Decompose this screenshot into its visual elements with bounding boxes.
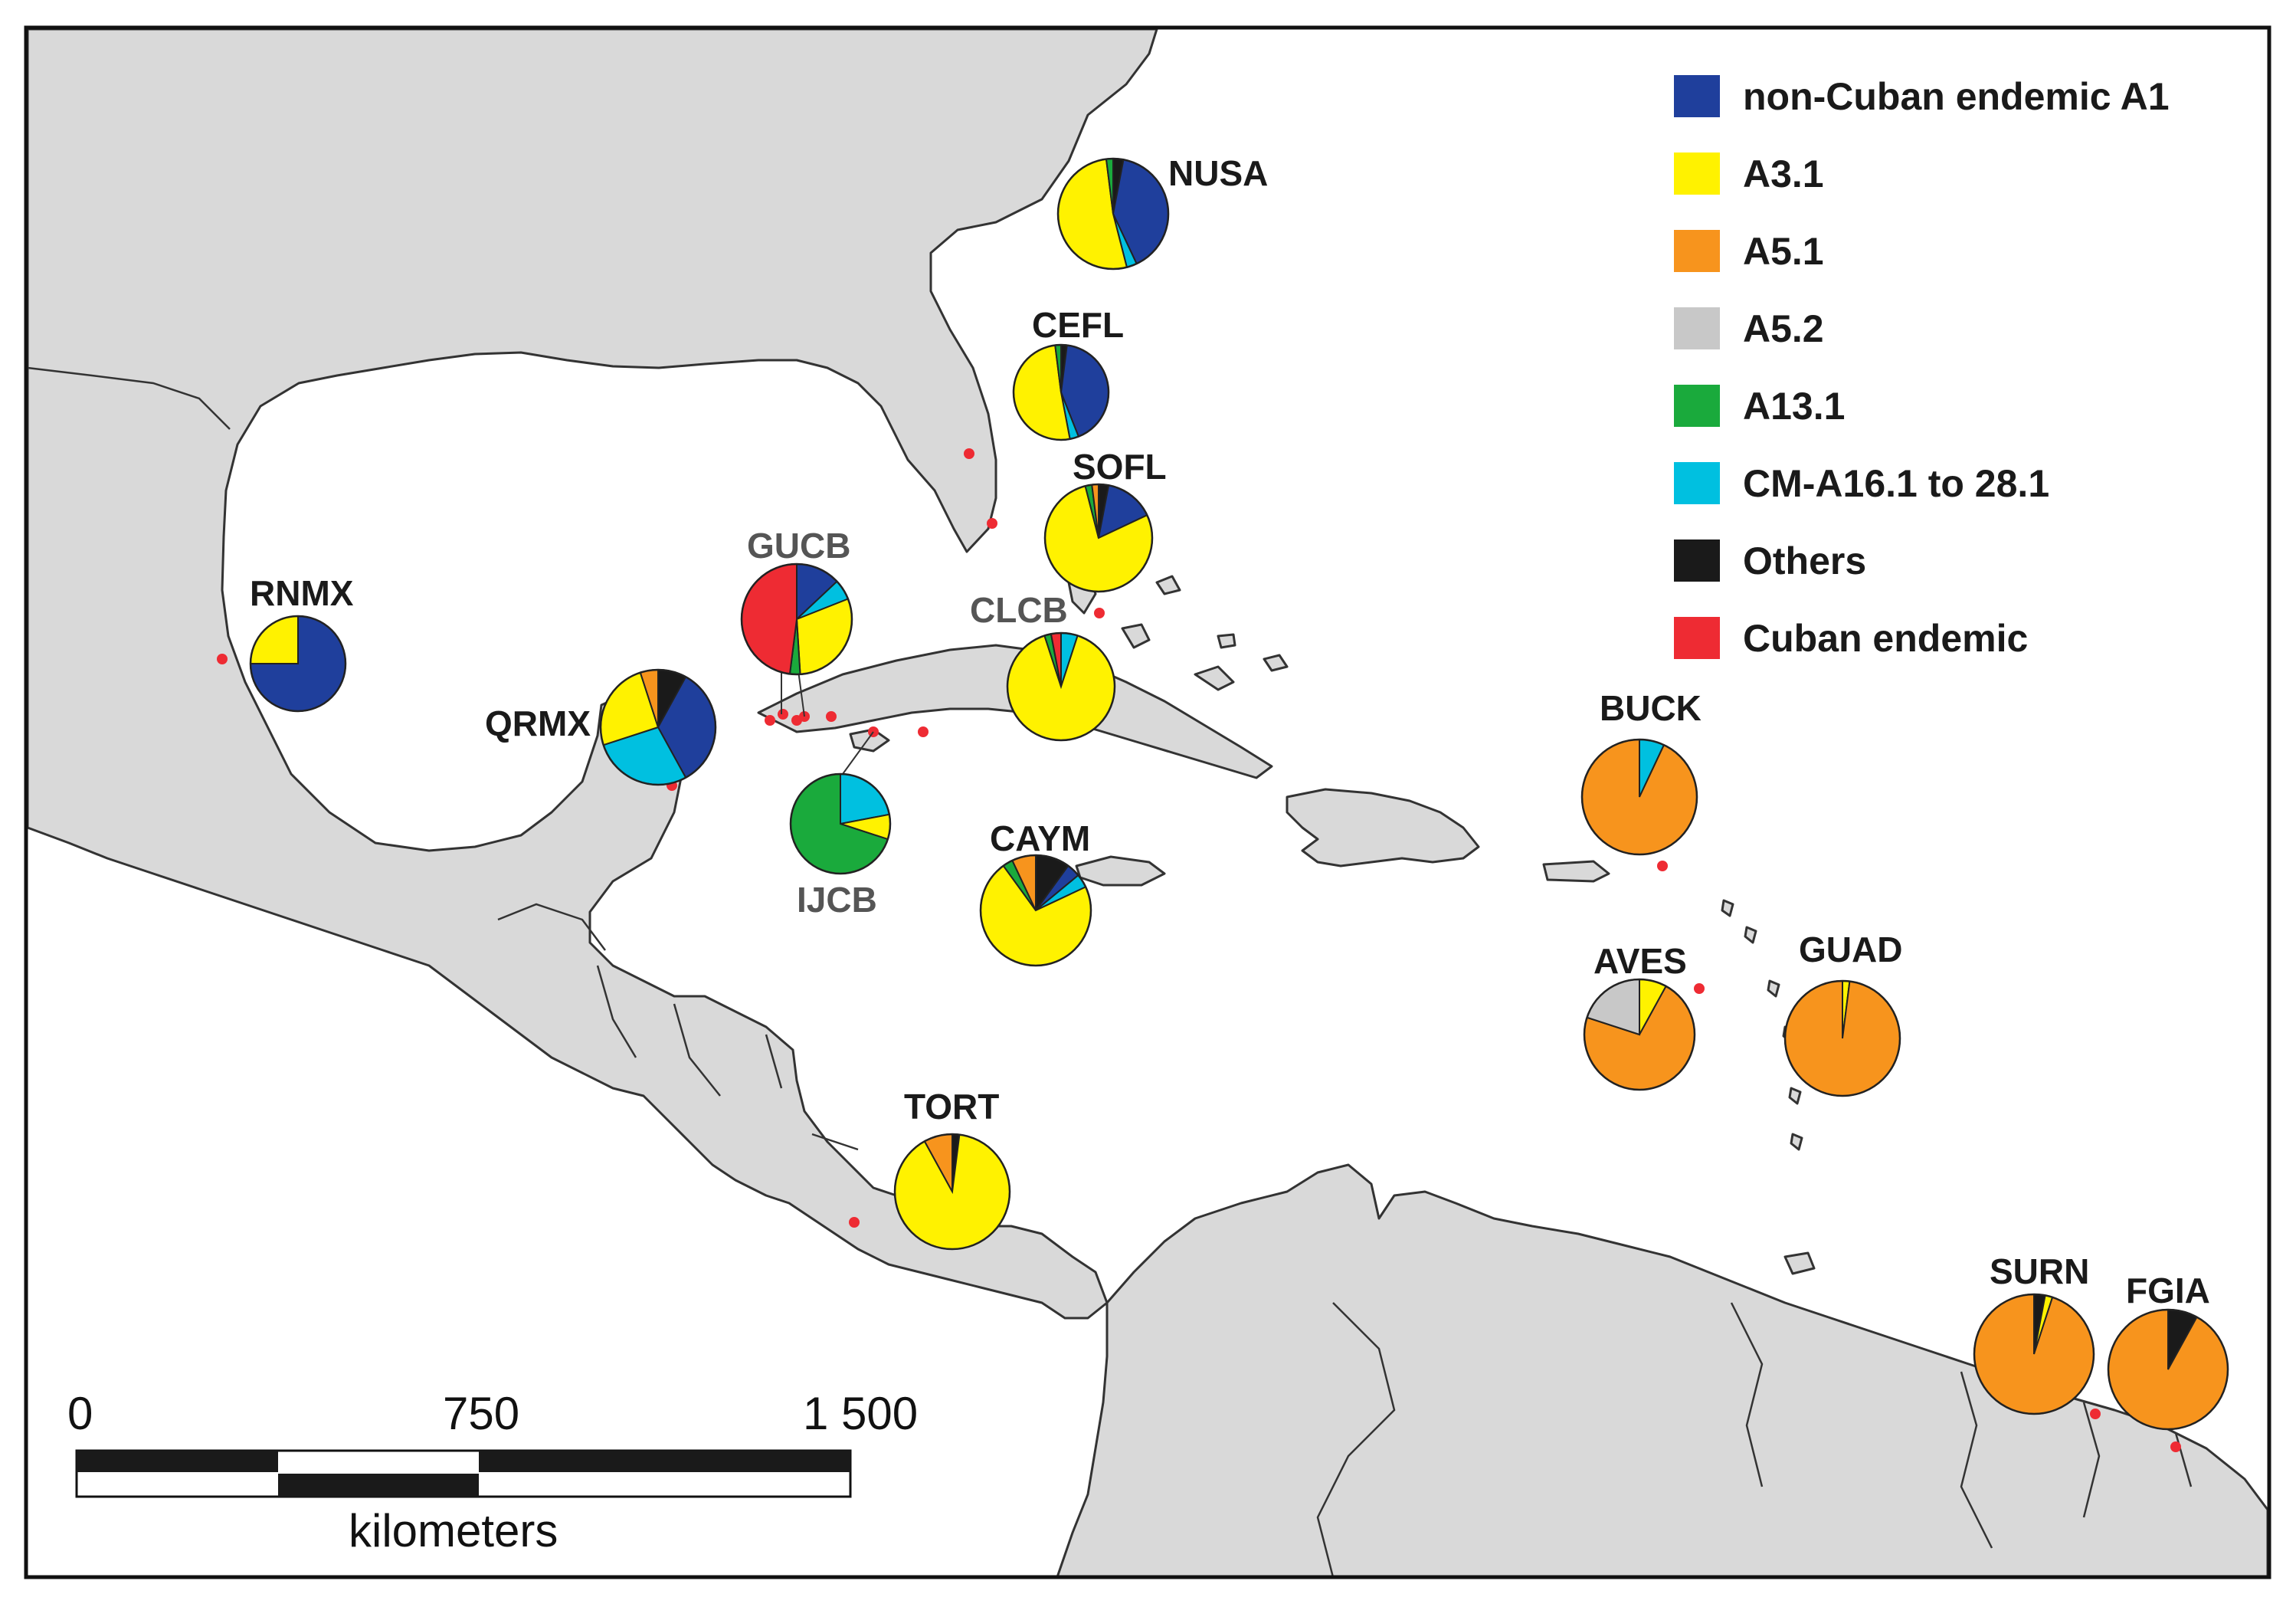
south-america-borders: [1316, 1302, 2193, 1578]
pie-clcb: [1006, 631, 1116, 742]
hispaniola-island: [1286, 788, 1480, 867]
pie-nusa: [1056, 157, 1170, 271]
site-label-nusa: NUSA: [1168, 153, 1268, 193]
legend-label-cm: CM-A16.1 to 28.1: [1743, 462, 2049, 505]
sampling-dot: [1694, 983, 1705, 994]
site-labels: NUSA CEFL SOFL RNMX QRMX GUCB CLCB IJCB CAYM BUCK…: [250, 153, 2210, 1310]
pie-rnmx: [249, 615, 347, 713]
legend-swatch-a1: [1674, 75, 1720, 117]
legend-label-a5_1: A5.1: [1743, 230, 1824, 273]
scale-tick-750: 750: [443, 1388, 519, 1439]
sampling-dot: [1657, 861, 1668, 871]
site-label-sofl: SOFL: [1073, 447, 1167, 487]
sampling-dot: [778, 709, 788, 720]
site-label-surn: SURN: [1990, 1251, 2089, 1291]
pie-surn: [1973, 1293, 2095, 1415]
scale-unit-label: kilometers: [349, 1505, 558, 1556]
legend-swatch-others: [1674, 539, 1720, 582]
site-label-caym: CAYM: [990, 818, 1090, 858]
pie-tort: [893, 1133, 1011, 1251]
trinidad-island: [1783, 1251, 1816, 1275]
pie-cefl: [1012, 343, 1110, 441]
jamaica-island: [1075, 855, 1166, 887]
sampling-dot: [2170, 1441, 2181, 1452]
sampling-dot: [765, 715, 775, 726]
legend-label-a13_1: A13.1: [1743, 385, 1845, 428]
site-label-qrmx: QRMX: [485, 703, 591, 743]
pie-ijcb: [789, 772, 892, 875]
pie-qrmx: [599, 668, 717, 786]
pie-caym: [979, 854, 1092, 967]
legend-label-others: Others: [1743, 539, 1866, 582]
pie-buck: [1580, 738, 1698, 856]
scale-bar: 0 750 1 500 kilometers: [67, 1388, 918, 1556]
central-america-borders: [497, 903, 859, 1151]
scale-tick-1500: 1 500: [803, 1388, 918, 1439]
pie-fgia: [2107, 1308, 2229, 1431]
legend-label-a1: non-Cuban endemic A1: [1743, 75, 2170, 118]
haplotype-pies: [249, 157, 2229, 1431]
pie-guad: [1783, 979, 1901, 1097]
north-america-landmass: [26, 28, 1158, 1320]
sampling-dot: [1094, 608, 1105, 618]
sampling-dot: [987, 518, 997, 529]
land-layer: [26, 28, 2269, 1579]
pie-gucb: [740, 562, 853, 676]
pie-sofl: [1043, 483, 1154, 593]
site-label-guad: GUAD: [1799, 930, 1902, 969]
legend-swatch-a3_1: [1674, 153, 1720, 195]
puerto-rico-island: [1542, 860, 1610, 883]
us-mexico-border: [27, 366, 231, 430]
legend-swatch-a5_2: [1674, 307, 1720, 349]
pie-aves: [1583, 978, 1696, 1091]
site-label-aves: AVES: [1593, 941, 1687, 981]
sampling-dot: [964, 448, 974, 459]
site-label-buck: BUCK: [1600, 688, 1702, 728]
site-label-clcb: CLCB: [970, 590, 1068, 630]
sampling-dot: [826, 711, 837, 722]
legend-swatch-cm: [1674, 462, 1720, 504]
legend: non-Cuban endemic A1 A3.1 A5.1 A5.2 A13.1 CM-…: [1674, 75, 2170, 660]
legend-swatch-cuban: [1674, 617, 1720, 659]
site-label-ijcb: IJCB: [797, 880, 877, 920]
site-label-cefl: CEFL: [1032, 305, 1124, 345]
sampling-dot: [849, 1217, 860, 1228]
map-frame: [24, 25, 2271, 1579]
site-label-rnmx: RNMX: [250, 573, 354, 613]
sampling-dot: [217, 654, 228, 664]
legend-label-a5_2: A5.2: [1743, 307, 1824, 350]
sampling-dot: [918, 726, 929, 737]
sampling-dot: [2090, 1409, 2101, 1419]
legend-swatch-a5_1: [1674, 230, 1720, 272]
scale-tick-0: 0: [67, 1388, 93, 1439]
legend-label-cuban: Cuban endemic: [1743, 617, 2028, 660]
site-label-fgia: FGIA: [2126, 1271, 2210, 1310]
legend-label-a3_1: A3.1: [1743, 153, 1824, 195]
legend-swatch-a13_1: [1674, 385, 1720, 427]
site-label-gucb: GUCB: [747, 526, 850, 566]
site-label-tort: TORT: [904, 1087, 999, 1127]
